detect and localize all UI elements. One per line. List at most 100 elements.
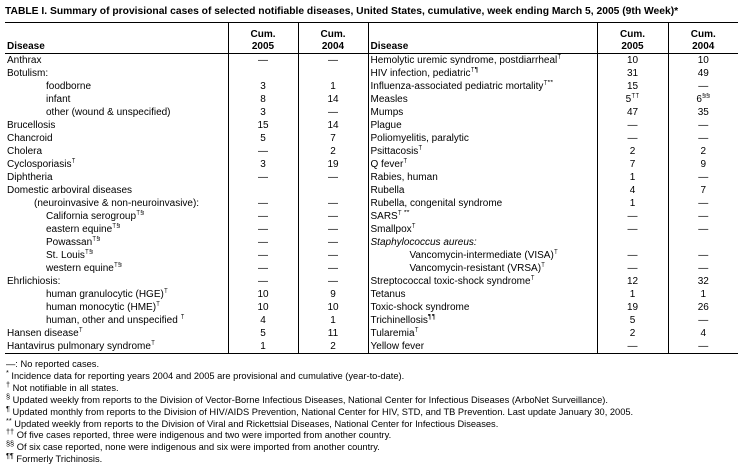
disease-cell: Cholera <box>5 145 228 158</box>
disease-label: Plague <box>370 120 402 131</box>
disease-label: Botulism: <box>7 68 49 79</box>
count-cell <box>596 236 668 249</box>
count-cell: 3 <box>227 158 298 171</box>
count-cell: 8 <box>227 93 298 106</box>
footnote-marker: † <box>541 262 546 269</box>
disease-cell: eastern equine†§ <box>5 223 228 236</box>
count-cell <box>297 184 368 197</box>
footnote-marker: † <box>557 53 562 61</box>
footnote-marker: †† <box>631 93 640 100</box>
table-row: St. Louis†§ — — Vancomycin-intermediate (VI… <box>5 249 738 262</box>
count-cell: — <box>297 106 368 119</box>
count-cell: 1 <box>667 288 738 301</box>
disease-label: human granulocytic (HGE) <box>46 289 164 300</box>
count-cell: 3 <box>227 80 298 93</box>
count-cell: 49 <box>667 67 738 80</box>
count-cell: — <box>297 236 368 249</box>
count-cell: 4 <box>227 314 298 327</box>
footnote-line: †† Of five cases reported, three were in… <box>6 428 740 442</box>
footnote-marker: † <box>156 301 161 308</box>
count-cell: — <box>667 210 738 223</box>
disease-cell: Vancomycin-resistant (VRSA)† <box>367 262 597 275</box>
disease-label: Powassan <box>46 237 93 248</box>
footnote-marker: †§ <box>84 249 94 256</box>
count-cell: — <box>667 314 738 327</box>
disease-cell: Hantavirus pulmonary syndrome† <box>5 340 228 354</box>
count-cell: 2 <box>596 327 668 340</box>
footnote-marker: ** <box>6 415 12 425</box>
disease-label: Measles <box>370 94 408 105</box>
disease-cell: Poliomyelitis, paralytic <box>367 132 597 145</box>
disease-label: Mumps <box>370 107 404 118</box>
footnote-marker: † <box>403 158 408 165</box>
disease-cell: Rubella, congenital syndrome <box>367 197 597 210</box>
table-row: Cyclosporiasis† 3 19 Q fever† 7 9 <box>5 158 738 171</box>
disease-cell: human, other and unspecified † <box>5 314 228 327</box>
count-cell: 10 <box>227 288 298 301</box>
disease-label: Psittacosis <box>370 146 419 157</box>
count-cell: 10 <box>596 53 668 67</box>
count-cell: 1 <box>297 314 368 327</box>
disease-cell: Cyclosporiasis† <box>5 158 228 171</box>
count-cell: 2 <box>596 145 668 158</box>
footnote-line: —: No reported cases. <box>6 359 740 371</box>
notifiable-diseases-table: Disease Cum. 2005 Cum. 2004 Disease Cum.… <box>5 22 738 354</box>
disease-label: HIV infection, pediatric <box>370 68 471 79</box>
disease-label: (neuroinvasive & non-neuroinvasive): <box>34 198 200 209</box>
footnote-text: No reported cases. <box>17 359 100 369</box>
count-cell: 3 <box>227 106 298 119</box>
footnote-text: Updated monthly from reports to the Divi… <box>9 406 634 417</box>
table-row: human, other and unspecified † 4 1 Trichine… <box>5 314 738 327</box>
disease-cell: human granulocytic (HGE)† <box>5 288 228 301</box>
disease-cell: Mumps <box>367 106 597 119</box>
count-cell: — <box>667 223 738 236</box>
table-row: Diphtheria — — Rabies, human 1— <box>5 171 738 184</box>
disease-label: Trichinellosis <box>370 315 428 326</box>
count-cell: — <box>596 210 668 223</box>
disease-cell: Q fever† <box>367 158 597 171</box>
count-cell: — <box>667 340 738 354</box>
disease-cell: Domestic arboviral diseases <box>5 184 228 197</box>
table-body: Anthrax — — Hemolytic uremic syndrome, post… <box>5 53 738 354</box>
count-cell: — <box>227 262 298 275</box>
disease-label: Hansen disease <box>7 328 79 339</box>
page-title: TABLE I. Summary of provisional cases of… <box>5 6 679 17</box>
count-cell: 31 <box>596 67 668 80</box>
footnote-text: Updated weekly from reports to the Divis… <box>10 394 608 405</box>
count-cell: 6§§ <box>667 93 738 106</box>
footnote-line: ¶¶ Formerly Trichinosis. <box>6 452 740 466</box>
footnote-marker: † <box>180 314 185 321</box>
disease-cell: Staphylococcus aureus: <box>367 236 597 249</box>
count-cell: 9 <box>667 158 738 171</box>
disease-cell: Tularemia† <box>367 327 597 340</box>
footnote-marker: †§ <box>136 210 145 217</box>
table-row: Brucellosis 15 14 Plague — — <box>5 119 738 132</box>
count-cell: — <box>227 53 298 67</box>
count-cell: — <box>297 171 368 184</box>
disease-cell: Streptococcal toxic-shock syndrome† <box>367 275 597 288</box>
table-row: California serogroup†§ — — SARS† ** — — <box>5 210 738 223</box>
table-row: infant 8 14 Measles 5†† 6§§ <box>5 93 738 106</box>
column-header-cum-2004-left: Cum. 2004 <box>297 22 368 54</box>
footnote-marker: † <box>411 223 416 230</box>
count-cell: — <box>297 53 368 67</box>
footnote-marker: † <box>553 249 558 256</box>
count-cell: — <box>297 210 368 223</box>
disease-cell: HIV infection, pediatric†¶ <box>367 67 597 80</box>
disease-label: Vancomycin-resistant (VRSA) <box>409 263 542 274</box>
footnote-marker: † ** <box>397 210 410 217</box>
count-cell: 11 <box>297 327 368 340</box>
column-header-year-label: 2005 <box>251 40 275 52</box>
table-header: Disease Cum. 2005 Cum. 2004 Disease Cum.… <box>5 22 738 54</box>
count-cell: — <box>596 223 668 236</box>
footnote-marker: † <box>71 158 76 165</box>
disease-cell: foodborne <box>5 80 228 93</box>
disease-label: Toxic-shock syndrome <box>370 302 470 313</box>
footnote-marker: † <box>150 340 156 347</box>
footnote-marker: † <box>163 288 168 295</box>
count-cell: — <box>297 223 368 236</box>
disease-cell: Influenza-associated pediatric mortality… <box>367 80 597 93</box>
disease-label: Cholera <box>7 146 43 157</box>
column-header-disease-left: Disease <box>5 22 228 54</box>
